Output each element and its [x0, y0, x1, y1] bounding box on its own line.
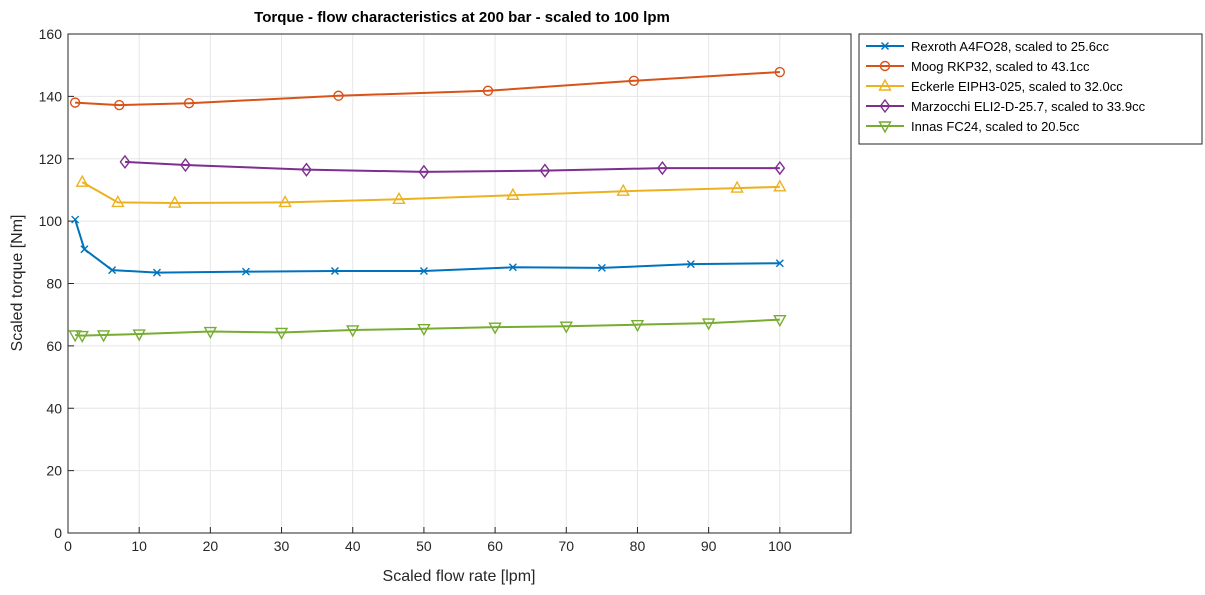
y-tick-label: 140 [39, 88, 63, 104]
x-axis-label: Scaled flow rate [lpm] [383, 568, 536, 585]
chart-title: Torque - flow characteristics at 200 bar… [254, 9, 670, 26]
y-tick-label: 60 [46, 338, 62, 354]
x-tick-label: 70 [558, 538, 574, 554]
legend-label: Eckerle EIPH3-025, scaled to 32.0cc [911, 79, 1123, 94]
x-tick-label: 80 [630, 538, 646, 554]
x-tick-label: 10 [131, 538, 147, 554]
y-tick-label: 120 [39, 151, 63, 167]
x-tick-label: 50 [416, 538, 432, 554]
legend: Rexroth A4FO28, scaled to 25.6cc Moog RKP… [859, 34, 1202, 144]
x-tick-label: 0 [64, 538, 72, 554]
x-tick-label: 100 [768, 538, 792, 554]
y-axis-label: Scaled torque [Nm] [9, 215, 26, 352]
x-tick-label: 30 [274, 538, 290, 554]
y-tick-label: 160 [39, 26, 63, 42]
x-tick-label: 90 [701, 538, 717, 554]
y-tick-label: 80 [46, 276, 62, 292]
legend-label: Rexroth A4FO28, scaled to 25.6cc [911, 39, 1109, 54]
y-tick-label: 100 [39, 213, 63, 229]
x-tick-label: 60 [487, 538, 503, 554]
y-tick-label: 20 [46, 463, 62, 479]
x-tick-label: 20 [203, 538, 219, 554]
legend-label: Marzocchi ELI2-D-25.7, scaled to 33.9cc [911, 99, 1146, 114]
y-tick-label: 0 [54, 525, 62, 541]
x-tick-label: 40 [345, 538, 361, 554]
legend-label: Innas FC24, scaled to 20.5cc [911, 119, 1080, 134]
legend-label: Moog RKP32, scaled to 43.1cc [911, 59, 1090, 74]
y-tick-label: 40 [46, 400, 62, 416]
